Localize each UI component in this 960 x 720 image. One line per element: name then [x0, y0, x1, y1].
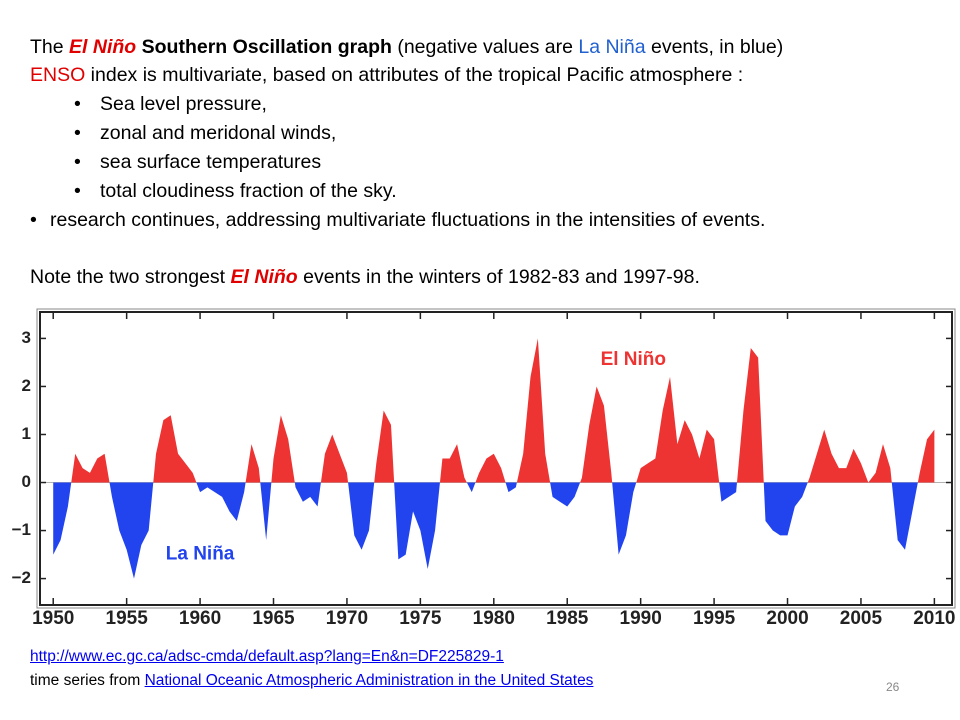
- x-tick-label: 1965: [252, 608, 295, 629]
- text: events in the winters of 1982-83 and 199…: [297, 266, 700, 288]
- y-tick-label: −1: [12, 520, 31, 539]
- bullet: • research continues, addressing multivar…: [30, 209, 766, 231]
- y-tick-label: 2: [22, 376, 31, 395]
- text: research continues, addressing multivari…: [50, 209, 766, 231]
- bullet: • zonal and meridonal winds,: [74, 122, 337, 144]
- text: events, in blue): [645, 36, 784, 58]
- text: El Niño: [69, 36, 137, 58]
- x-tick-label: 1960: [179, 608, 221, 629]
- y-tick-label: 1: [22, 424, 31, 443]
- bullet: • total cloudiness fraction of the sky.: [74, 180, 397, 202]
- y-tick-label: −2: [12, 568, 31, 587]
- bullet: • Sea level pressure,: [74, 93, 267, 115]
- text: sea surface temperatures: [100, 151, 322, 173]
- x-tick-label: 1985: [546, 608, 589, 629]
- text: zonal and meridonal winds,: [100, 122, 337, 144]
- x-tick-label: 2010: [913, 608, 955, 629]
- annotation: La Niña: [166, 544, 235, 565]
- text: (negative values are: [391, 36, 579, 58]
- text: La Niña: [578, 36, 646, 58]
- annotation: El Niño: [601, 349, 666, 370]
- text: index is multivariate, based on attribut…: [85, 64, 744, 86]
- bullet: • sea surface temperatures: [74, 151, 322, 173]
- note: Note the two strongest El Niño events in…: [30, 266, 700, 289]
- x-tick-label: 1950: [32, 608, 74, 629]
- link-text[interactable]: http://www.ec.gc.ca/adsc-cmda/default.as…: [30, 648, 504, 665]
- text: Sea level pressure,: [100, 93, 267, 115]
- source: time series from National Oceanic Atmosp…: [30, 672, 593, 690]
- plot-frame-outer: [36, 308, 956, 609]
- text: The: [30, 36, 70, 58]
- link[interactable]: http://www.ec.gc.ca/adsc-cmda/default.as…: [30, 648, 504, 666]
- text: total cloudiness fraction of the sky.: [100, 180, 397, 202]
- text: Southern Oscillation graph: [136, 36, 392, 58]
- x-tick-label: 1980: [473, 608, 515, 629]
- intro-line: ENSO index is multivariate, based on att…: [30, 64, 743, 87]
- x-tick-label: 2000: [766, 608, 808, 629]
- text: time series from: [30, 672, 145, 689]
- intro-line: The El Niño Southern Oscillation graph (…: [30, 36, 783, 59]
- x-tick-label: 2005: [840, 608, 883, 629]
- x-tick-label: 1955: [106, 608, 149, 629]
- text: Note the two strongest: [30, 266, 231, 288]
- x-tick-label: 1970: [326, 608, 368, 629]
- y-tick-label: 3: [22, 328, 31, 347]
- text: ENSO: [30, 64, 86, 86]
- x-tick-label: 1975: [399, 608, 442, 629]
- page-number: 26: [886, 680, 900, 694]
- enso-area: [53, 338, 935, 579]
- x-tick-label: 1995: [693, 608, 736, 629]
- text: El Niño: [230, 266, 298, 288]
- link-text[interactable]: National Oceanic Atmospheric Administrat…: [144, 672, 594, 689]
- y-tick-label: 0: [22, 472, 31, 491]
- chart: −2 −1 0 1 2 3 1950 1955 1960 1965 1970 1975 1980 1985…: [12, 308, 956, 629]
- x-tick-label: 1990: [620, 608, 662, 629]
